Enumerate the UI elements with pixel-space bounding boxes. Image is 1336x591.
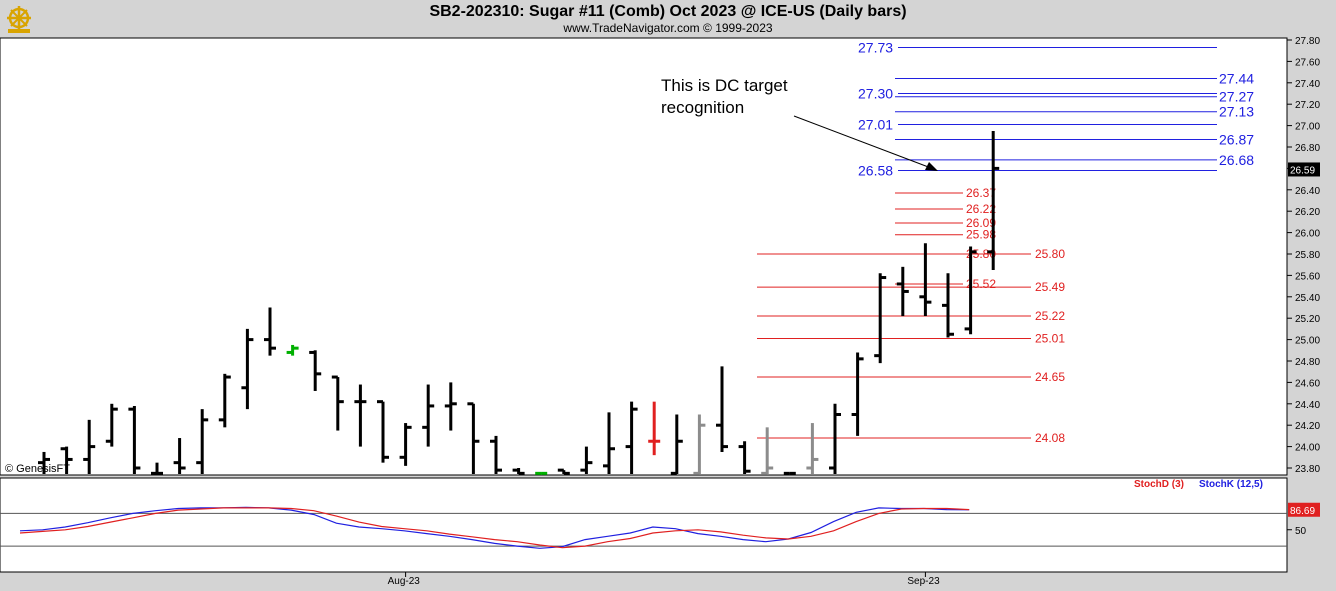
blue-level-label: 27.01 bbox=[858, 117, 893, 133]
red-short-level-label: 26.37 bbox=[966, 186, 996, 200]
chart-header: SB2-202310: Sugar #11 (Comb) Oct 2023 @ … bbox=[0, 0, 1336, 38]
stochastic-panel bbox=[0, 477, 1288, 573]
blue-level-label: 26.58 bbox=[858, 163, 893, 179]
price-y-tick-label: 25.80 bbox=[1295, 250, 1320, 261]
x-tick-label: Sep-23 bbox=[907, 576, 940, 587]
price-y-tick-label: 25.60 bbox=[1295, 271, 1320, 282]
stoch-series-line bbox=[19, 507, 970, 549]
blue-level-label: 26.87 bbox=[1219, 132, 1254, 148]
price-y-tick-label: 23.80 bbox=[1295, 464, 1320, 475]
price-y-tick-label: 25.20 bbox=[1295, 314, 1320, 325]
red-long-level-label: 24.08 bbox=[1035, 431, 1065, 445]
price-y-tick-label: 25.40 bbox=[1295, 293, 1320, 304]
red-long-level-label: 25.01 bbox=[1035, 332, 1065, 346]
chart-subtitle: www.TradeNavigator.com © 1999-2023 bbox=[563, 21, 773, 35]
genesis-watermark: © GenesisFT bbox=[5, 463, 70, 475]
price-bars bbox=[38, 130, 1000, 475]
legend-stoch-k: StochK (12,5) bbox=[1199, 479, 1263, 490]
blue-level-label: 27.44 bbox=[1219, 71, 1254, 87]
price-y-tick-label: 26.80 bbox=[1295, 143, 1320, 154]
price-y-tick-label: 27.20 bbox=[1295, 100, 1320, 111]
stoch-last-value-label: 86.69 bbox=[1290, 506, 1315, 517]
price-y-tick-label: 26.00 bbox=[1295, 229, 1320, 240]
price-y-tick-label: 27.00 bbox=[1295, 122, 1320, 133]
blue-level-label: 26.68 bbox=[1219, 152, 1254, 168]
annotation-arrow bbox=[793, 115, 938, 171]
x-tick-label: Aug-23 bbox=[388, 576, 421, 587]
axes: 23.80 24.00 24.20 24.40 24.60 24.80 25.00 25.20… bbox=[388, 36, 1321, 587]
red-long-level-label: 25.22 bbox=[1035, 309, 1065, 323]
price-y-tick-label: 26.40 bbox=[1295, 186, 1320, 197]
chart-title: SB2-202310: Sugar #11 (Comb) Oct 2023 @ … bbox=[429, 3, 907, 20]
price-y-tick-label: 25.00 bbox=[1295, 336, 1320, 347]
stochastic-lines: StochD (3) StochK (12,5) bbox=[0, 479, 1287, 549]
price-y-tick-label: 27.60 bbox=[1295, 57, 1320, 68]
price-y-tick-label: 24.60 bbox=[1295, 378, 1320, 389]
price-y-tick-label: 27.80 bbox=[1295, 36, 1320, 47]
red-short-level-label: 25.98 bbox=[966, 228, 996, 242]
red-long-level-label: 25.49 bbox=[1035, 280, 1065, 294]
price-y-tick-label: 24.40 bbox=[1295, 400, 1320, 411]
annotation-line-2: recognition bbox=[661, 98, 744, 117]
blue-level-label: 27.73 bbox=[858, 39, 893, 55]
stoch-last-value-marker bbox=[1288, 502, 1320, 517]
price-y-tick-label: 24.20 bbox=[1295, 421, 1320, 432]
price-y-tick-label: 24.00 bbox=[1295, 443, 1320, 454]
stoch-y-tick-label: 50 bbox=[1295, 526, 1307, 537]
last-price-marker bbox=[1288, 162, 1320, 177]
price-y-tick-label: 26.20 bbox=[1295, 207, 1320, 218]
blue-level-label: 27.30 bbox=[858, 86, 893, 102]
blue-level-label: 27.13 bbox=[1219, 104, 1254, 120]
price-y-tick-label: 27.40 bbox=[1295, 79, 1320, 90]
price-y-tick-label: 24.80 bbox=[1295, 357, 1320, 368]
legend-stoch-d: StochD (3) bbox=[1134, 479, 1184, 490]
last-price-label: 26.59 bbox=[1290, 165, 1315, 176]
red-long-level-label: 24.65 bbox=[1035, 370, 1065, 384]
red-short-level-label: 26.22 bbox=[966, 202, 996, 216]
red-long-level-label: 25.80 bbox=[1035, 247, 1065, 261]
annotation-line-1: This is DC target bbox=[661, 76, 788, 95]
stoch-series-line bbox=[19, 506, 970, 549]
blue-level-label: 27.27 bbox=[1219, 89, 1254, 105]
price-panel bbox=[0, 37, 1288, 476]
red-short-level-label: 26.09 bbox=[966, 216, 996, 230]
ship-wheel-logo-icon bbox=[7, 6, 31, 33]
